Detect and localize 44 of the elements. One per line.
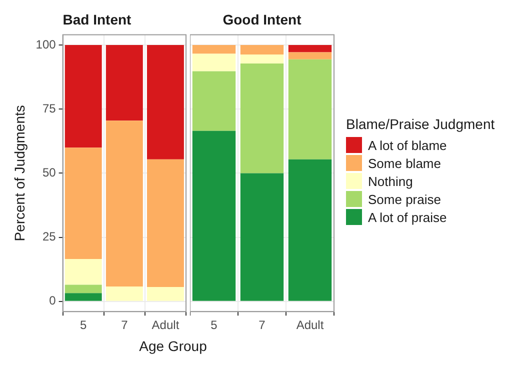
bar (64, 259, 102, 285)
y-tick-label: 75 (42, 101, 56, 116)
chart-title: Bad Intent (62, 11, 132, 28)
bar (240, 54, 284, 64)
x-tick-label: Adult (152, 318, 180, 332)
y-tick-label: 100 (36, 37, 56, 52)
bar (64, 284, 102, 294)
x-tick-label: 7 (121, 318, 128, 332)
bar (192, 130, 236, 301)
bar (106, 120, 143, 286)
bar (64, 293, 102, 301)
bar (146, 159, 184, 287)
bar (192, 54, 236, 72)
x-tick-label: 5 (80, 318, 88, 332)
bar (106, 286, 143, 301)
y-tick-label: 0 (49, 294, 56, 308)
y-axis-title: Percent of Judgments (11, 105, 28, 242)
x-axis-title: Age Group (138, 338, 208, 354)
bar (146, 286, 184, 301)
bar (240, 45, 284, 55)
y-tick-label: 50 (42, 166, 56, 180)
legend-label: Some praise (368, 192, 441, 206)
bar (192, 45, 236, 54)
bar (106, 45, 143, 121)
x-tick-label: 7 (258, 318, 266, 332)
legend-label: Nothing (368, 174, 413, 188)
bar (288, 52, 332, 60)
legend-label: Some blame (368, 156, 441, 170)
bar (288, 159, 332, 301)
bar (288, 59, 332, 160)
bar (192, 71, 236, 131)
legend-title: Blame/Praise Judgment (346, 116, 495, 132)
bar (240, 173, 284, 301)
y-tick-label: 25 (42, 230, 56, 244)
chart-title: Good Intent (222, 11, 302, 28)
bar (288, 45, 332, 52)
legend-label: A lot of praise (368, 210, 447, 224)
bar (240, 64, 284, 174)
bar (64, 45, 102, 148)
x-tick-label: Adult (296, 318, 324, 332)
bar (64, 148, 102, 260)
bar (146, 45, 184, 160)
x-tick-label: 5 (210, 318, 218, 332)
legend-label: A lot of blame (368, 138, 447, 152)
